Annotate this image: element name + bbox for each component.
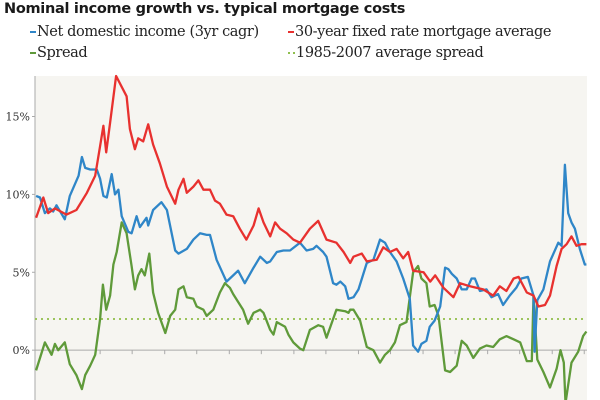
plot-background bbox=[35, 76, 587, 400]
legend-swatch-spread bbox=[30, 52, 36, 54]
series-line-mortgage bbox=[35, 74, 587, 308]
y-tick-label: 15% bbox=[6, 111, 30, 124]
legend-spread: Spread bbox=[30, 45, 88, 61]
legend-swatch-income bbox=[30, 31, 36, 33]
y-tick-label: 10% bbox=[6, 188, 30, 201]
chart-title: Nominal income growth vs. typical mortga… bbox=[4, 1, 406, 17]
y-tick-label: 5% bbox=[13, 266, 30, 279]
legend-swatch-average bbox=[288, 52, 295, 54]
legend-income: Net domestic income (3yr cagr) bbox=[30, 24, 259, 40]
legend-label-income: Net domestic income (3yr cagr) bbox=[37, 24, 259, 40]
legend-label-mortgage: 30-year fixed rate mortgage average bbox=[295, 24, 552, 40]
legend-label-spread: Spread bbox=[37, 45, 88, 61]
legend-label-average: 1985-2007 average spread bbox=[296, 45, 484, 61]
legend-mortgage: 30-year fixed rate mortgage average bbox=[288, 24, 551, 40]
series-line-spread bbox=[35, 221, 588, 400]
legend-swatch-mortgage bbox=[288, 31, 294, 33]
series-line-income bbox=[35, 155, 587, 353]
y-tick-label: 0% bbox=[13, 344, 30, 357]
legend-average-spread: 1985-2007 average spread bbox=[288, 45, 484, 61]
